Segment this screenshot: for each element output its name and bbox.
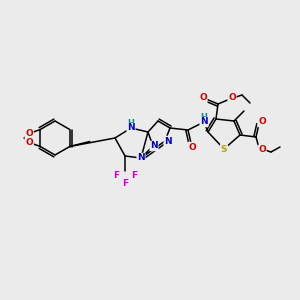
Text: N: N xyxy=(150,142,158,151)
Text: O: O xyxy=(258,146,266,154)
Text: O: O xyxy=(199,94,207,103)
Text: O: O xyxy=(258,118,266,127)
Text: N: N xyxy=(164,136,172,146)
Text: N: N xyxy=(200,118,208,127)
Text: H: H xyxy=(128,118,134,127)
Text: H: H xyxy=(201,112,207,122)
Text: F: F xyxy=(113,172,119,181)
Text: N: N xyxy=(137,154,145,163)
Text: N: N xyxy=(127,124,135,133)
Text: F: F xyxy=(131,172,137,181)
Text: O: O xyxy=(26,129,33,138)
Text: O: O xyxy=(188,142,196,152)
Text: S: S xyxy=(221,145,227,154)
Text: F: F xyxy=(122,179,128,188)
Text: O: O xyxy=(228,94,236,103)
Text: O: O xyxy=(26,138,33,147)
